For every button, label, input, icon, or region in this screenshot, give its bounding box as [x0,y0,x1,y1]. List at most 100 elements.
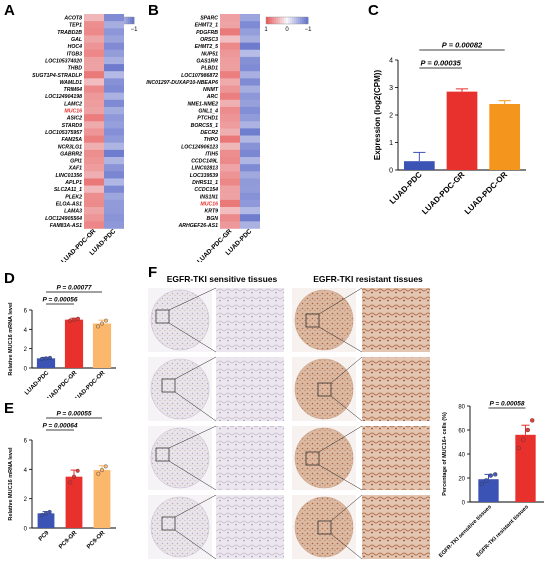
y-tick-label: 60 [458,429,465,435]
legend-swatch [270,17,273,24]
y-tick-label: 4 [24,328,28,334]
heatmap-cell [240,106,260,115]
tissue-zoom-resistant [362,426,430,490]
tissue-core-sensitive [150,358,210,420]
heatmap-cell [84,99,104,108]
legend-swatch [306,17,309,24]
y-axis-label: Percentage of MUC16+ cells (%) [442,412,448,496]
zoom-box [305,451,320,466]
heatmap-cell [220,78,240,86]
gene-label: SUGT1P4-STRADLP [32,73,82,79]
zoom-box [155,447,170,462]
legend-tick: 0 [285,27,289,33]
heatmap-cell [240,164,260,172]
gene-label: LINC01356 [55,173,82,179]
y-tick-label: 3 [389,85,393,92]
heatmap-cell [240,221,260,229]
heatmap-cell [104,106,124,115]
category-label: LUAD-PDC [388,170,424,206]
gene-label: PLBD1 [201,66,218,72]
category-label: PC9 [38,530,51,543]
heatmap-cell [220,99,240,108]
y-tick-label: 20 [458,477,465,483]
gene-label: KRT9 [205,209,219,215]
bar [446,91,478,170]
heatmap-cell [104,171,124,179]
heatmap-b-gene-labels: SPARCEHMT2_1PDGFRBORSC3EHMT2_5NUP51GAS1R… [146,16,219,229]
heatmap-cell [104,142,124,151]
legend-swatch [298,17,301,24]
heatmap-cell [104,64,124,72]
gene-label: FAM83A-AS1 [50,223,82,229]
gene-label: SPARC [200,16,218,22]
zoom-line [318,464,363,491]
heatmap-cell [220,192,240,201]
heatmap-cell [104,214,124,222]
gene-label: HOC4 [68,44,83,50]
heatmap-cell [104,157,124,165]
gene-label: SLC2A11_1 [54,187,82,193]
gene-label: CCDC149L [191,159,218,165]
heatmap-cell [84,207,104,215]
heatmap-cell [84,135,104,143]
tissue-core-sensitive [150,496,210,558]
heatmap-cell [84,199,104,208]
heatmap-cell [240,149,260,158]
heatmap-cell [240,207,260,215]
y-tick-label: 6 [24,439,28,445]
heatmap-cell [220,185,240,194]
tissue-zoom-resistant [362,495,430,559]
heatmap-cell [84,28,104,36]
heatmap-cell [104,78,124,86]
heatmap-cell [240,171,260,179]
heatmap-cell [84,114,104,122]
heatmap-cell [104,99,124,108]
heatmap-cell [220,14,240,22]
heatmap-cell [104,14,124,22]
gene-label: APLP1 [64,180,82,186]
y-tick-label: 2 [389,113,393,120]
bar [92,323,112,368]
p-value-label: P = 0.00035 [420,59,461,68]
legend-swatch [126,17,129,24]
zoom-box [317,382,332,397]
tissue-core-sensitive [150,427,210,489]
tissue-zoom-sensitive [216,357,284,421]
legend-tick: 1 [264,27,268,33]
panel-letter-b: B [148,2,159,19]
heatmap-cell [220,42,240,51]
bar [36,358,56,368]
gene-label: CCDC154 [194,187,218,193]
gene-label: THBD [68,66,83,72]
category-label: LUAD-PDC [24,370,51,397]
heatmap-cell [84,185,104,194]
gene-label: LOC339539 [190,173,218,179]
heatmap-cell [240,21,260,29]
heatmap-cell [84,214,104,222]
heatmap-cell [84,78,104,86]
heatmap-cell [104,121,124,129]
zoom-line [168,425,217,449]
bar [515,434,536,502]
heatmap-cell [104,21,124,29]
gene-label: ARC [206,94,218,100]
zoom-line [174,391,217,422]
data-point [67,318,72,323]
gene-label: GPI1 [70,159,82,165]
legend-swatch [300,17,303,24]
legend-swatch [124,17,127,24]
data-point [521,437,526,442]
heatmap-cell [220,56,240,65]
heatmap-cell [220,64,240,72]
heatmap-cell [240,121,260,129]
heatmap-cell [84,42,104,51]
gene-label: LAMA3 [64,209,82,215]
heatmap-cell [240,64,260,72]
heatmap-cell [240,178,260,186]
heatmap-cell [220,121,240,129]
bar [37,513,55,528]
heatmap-cell [220,214,240,222]
zoom-line [318,287,363,315]
